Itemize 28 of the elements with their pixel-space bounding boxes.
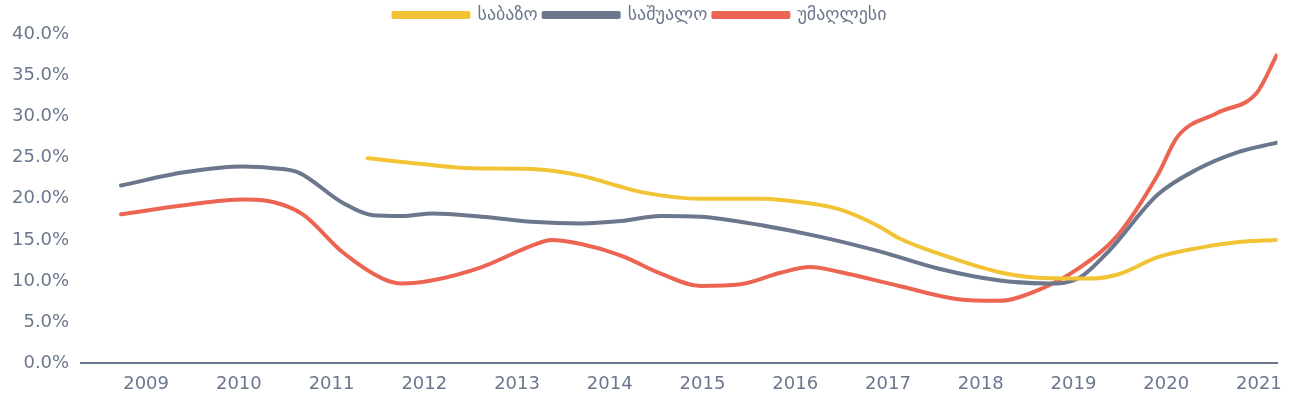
line-series <box>119 53 1278 303</box>
x-tick-label: 2009 <box>123 371 169 393</box>
legend-label: უმაღლესი <box>797 2 887 24</box>
x-tick-label: 2010 <box>215 371 262 393</box>
y-tick-label: 15.0% <box>11 227 70 249</box>
x-tick-label: 2016 <box>772 371 819 393</box>
y-tick-label: 35.0% <box>11 62 70 84</box>
x-tick-label: 2012 <box>401 371 448 393</box>
x-tick-label: 2020 <box>1143 371 1190 393</box>
x-tick-label: 2017 <box>865 371 911 393</box>
x-tick-label: 2013 <box>494 371 540 393</box>
y-tick-label: 30.0% <box>11 104 70 126</box>
legend-label: საშუალო <box>627 2 708 24</box>
y-tick-label: 40.0% <box>11 21 70 43</box>
x-tick-label: 2021 <box>1236 371 1282 393</box>
line-series <box>365 156 1278 281</box>
y-tick-label: 0.0% <box>23 351 70 373</box>
y-tick-label: 20.0% <box>11 186 70 208</box>
x-tick-label: 2018 <box>957 371 1004 393</box>
line-series <box>119 140 1278 286</box>
y-tick-label: 5.0% <box>23 309 70 331</box>
legend-label: საბაზო <box>477 2 538 24</box>
x-tick-label: 2011 <box>308 371 355 393</box>
x-tick-label: 2014 <box>586 371 633 393</box>
y-tick-label: 10.0% <box>11 268 70 290</box>
x-tick-label: 2019 <box>1050 371 1097 393</box>
y-tick-label: 25.0% <box>11 145 70 167</box>
x-tick-label: 2015 <box>679 371 726 393</box>
